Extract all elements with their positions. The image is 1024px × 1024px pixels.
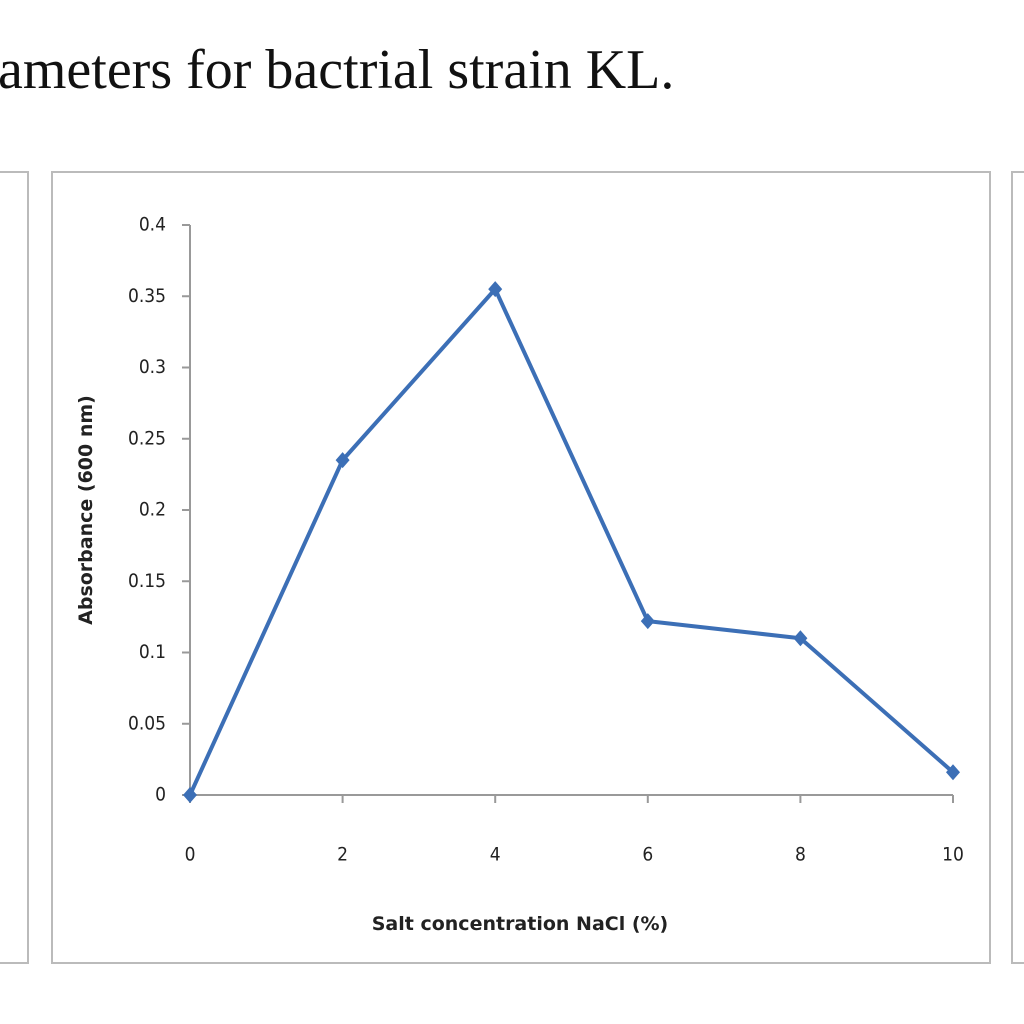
y-tick-label: 0.1 [139, 641, 166, 663]
y-tick-label: 0.2 [139, 499, 166, 521]
y-tick-label: 0.3 [139, 356, 166, 378]
y-axis-label: Absorbance (600 nm) [75, 395, 97, 625]
y-tick-label: 0.15 [128, 570, 166, 592]
data-point [946, 764, 960, 781]
data-line [188, 287, 955, 796]
chart-title: ameters for bactrial strain KL. [0, 39, 674, 101]
x-tick-label: 4 [490, 844, 501, 866]
data-point [640, 613, 655, 630]
x-tick-label: 10 [942, 844, 964, 866]
y-tick-label: 0 [155, 784, 166, 806]
data-point [335, 452, 350, 469]
y-tick-label: 0.05 [128, 712, 166, 734]
x-tick-label: 0 [185, 844, 196, 866]
chart-panel [51, 171, 991, 964]
y-tick-label: 0.35 [128, 285, 166, 307]
right-panel [1011, 171, 1024, 964]
x-tick-label: 8 [795, 844, 806, 866]
x-axis-label: Salt concentration NaCl (%) [372, 913, 669, 935]
y-tick-label: 0.4 [139, 214, 166, 236]
x-tick-label: 6 [642, 844, 653, 866]
data-point [488, 281, 503, 298]
data-point [183, 787, 197, 803]
y-tick-label: 0.25 [128, 427, 166, 449]
left-panel [0, 171, 29, 964]
x-tick-label: 2 [337, 844, 348, 866]
data-point [793, 630, 808, 647]
